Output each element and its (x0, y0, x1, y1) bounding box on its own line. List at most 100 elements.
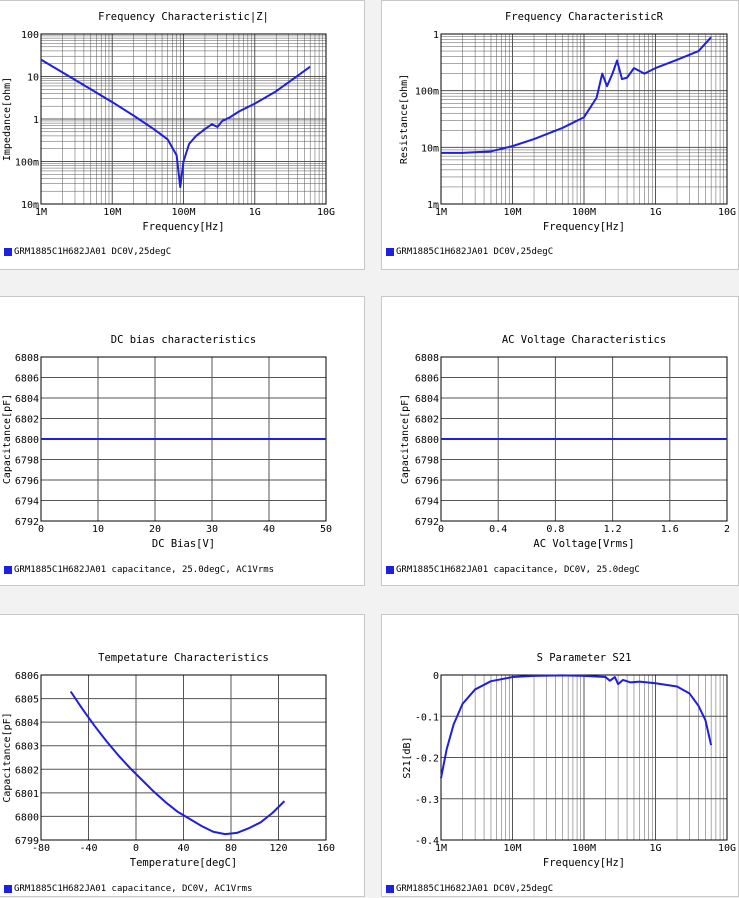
x-tick-label: 40 (177, 843, 189, 854)
y-tick-label: 1m (427, 200, 439, 211)
chart-panel-resistance: 1M 10M 100M 1G 10G 1m 10m 100m 1 Frequency Charac… (381, 0, 739, 270)
y-tick-label: 6801 (15, 789, 39, 800)
series-line-0 (69, 690, 286, 836)
legend-impedance: GRM1885C1H682JA01 DC0V,25degC (4, 247, 171, 257)
chart-title: Frequency Characteristic|Z| (98, 11, 269, 23)
x-tick-label: 100M (572, 207, 596, 218)
x-tick-label: 10 (92, 524, 104, 535)
x-axis-label: DC Bias[V] (152, 538, 215, 550)
y-tick-label: 1 (433, 30, 439, 41)
chart-resistance: 1M 10M 100M 1G 10G 1m 10m 100m 1 Frequency Charac… (399, 11, 736, 233)
x-axis-label: Temperature[degC] (130, 857, 237, 869)
y-tick-label: 1 (33, 115, 39, 126)
chart-panel-temperature: -80 -40 0 40 80 120 160 6799 6800 6801 6802 6803 680… (0, 614, 365, 897)
plot-frame (40, 674, 327, 841)
y-tick-label: 6800 (15, 435, 39, 446)
x-tick-label: 80 (225, 843, 237, 854)
x-tick-label: 10G (718, 843, 736, 854)
x-tick-label: -80 (32, 843, 50, 854)
legend-text: GRM1885C1H682JA01 capacitance, DC0V, 25.… (396, 565, 640, 575)
y-tick-label: 6808 (15, 353, 39, 364)
x-tick-label: 0 (133, 843, 139, 854)
x-tick-label: 30 (206, 524, 218, 535)
x-tick-label: 10M (503, 843, 521, 854)
plot-frame (40, 33, 327, 205)
x-tick-label: 0.4 (489, 524, 507, 535)
x-tick-label: 0.8 (546, 524, 564, 535)
x-tick-label: 10G (317, 207, 335, 218)
x-tick-label: 1G (649, 843, 661, 854)
y-tick-label: 6806 (15, 671, 39, 682)
chart-panel-dc-bias: 0 10 20 30 40 50 6792 6794 6796 6798 6800 6802 6804 6… (0, 296, 365, 586)
x-tick-label: 1M (435, 207, 447, 218)
x-tick-label: 100M (572, 843, 596, 854)
legend-text: GRM1885C1H682JA01 DC0V,25degC (396, 884, 554, 894)
chart-title: Frequency CharacteristicR (505, 11, 664, 23)
y-axis-label: S21[dB] (402, 736, 413, 778)
x-tick-label: 2 (724, 524, 730, 535)
x-tick-label: -40 (79, 843, 97, 854)
chart-panel-ac-voltage: 0 0.4 0.8 1.2 1.6 2 6792 6794 6796 6798 6800 6802 68… (381, 296, 739, 586)
legend-text: GRM1885C1H682JA01 capacitance, 25.0degC,… (14, 565, 275, 575)
series-line-0 (441, 36, 712, 154)
y-tick-label: 6794 (415, 497, 439, 508)
y-tick-label: 6794 (15, 497, 39, 508)
x-tick-label: 1.6 (661, 524, 679, 535)
y-tick-label: 6804 (15, 394, 39, 405)
y-tick-label: 6792 (15, 517, 39, 528)
y-tick-label: 6802 (15, 765, 39, 776)
legend-text: GRM1885C1H682JA01 capacitance, DC0V, AC1… (14, 884, 253, 894)
x-tick-label: 40 (263, 524, 275, 535)
x-tick-label: 0 (438, 524, 444, 535)
legend-dc-bias: GRM1885C1H682JA01 capacitance, 25.0degC,… (4, 565, 274, 575)
y-tick-label: 6800 (415, 435, 439, 446)
y-tick-label: 6804 (415, 394, 439, 405)
y-tick-label: 6804 (15, 718, 39, 729)
chart-title: S Parameter S21 (537, 652, 632, 664)
x-tick-label: 160 (317, 843, 335, 854)
y-axis-label: Capacitance[pF] (2, 712, 13, 802)
y-axis-label: Capacitance[pF] (400, 394, 411, 484)
y-tick-label: -0.4 (415, 836, 439, 847)
y-tick-label: 6802 (415, 415, 439, 426)
y-tick-label: -0.2 (415, 754, 439, 765)
legend-swatch (386, 248, 394, 256)
x-tick-label: 10M (103, 207, 121, 218)
chart-title: Tempetature Characteristics (98, 652, 269, 664)
chart-ac-voltage: 0 0.4 0.8 1.2 1.6 2 6792 6794 6796 6798 6800 6802 68… (400, 334, 730, 550)
x-axis-label: Frequency[Hz] (142, 221, 224, 233)
chart-panel-impedance: 1M 10M 100M 1G 10G 10m 100m 1 10 100 Frequency Cha… (0, 0, 365, 270)
y-tick-label: 6805 (15, 695, 39, 706)
chart-s21: 1M 10M 100M 1G 10G -0.4 -0.3 -0.2 -0.1 0 S Paramet… (402, 652, 736, 869)
legend-text: GRM1885C1H682JA01 DC0V,25degC (396, 247, 554, 257)
x-tick-label: 10G (718, 207, 736, 218)
legend-swatch (4, 248, 12, 256)
series-line-0 (40, 58, 311, 189)
y-axis-label: Impedance[ohm] (2, 77, 13, 161)
y-tick-label: 6806 (15, 374, 39, 385)
legend-s21: GRM1885C1H682JA01 DC0V,25degC (386, 884, 553, 894)
y-tick-label: 6803 (15, 742, 39, 753)
legend-ac-voltage: GRM1885C1H682JA01 capacitance, DC0V, 25.… (386, 565, 640, 575)
legend-text: GRM1885C1H682JA01 DC0V,25degC (14, 247, 172, 257)
x-tick-label: 120 (269, 843, 287, 854)
chart-title: AC Voltage Characteristics (502, 334, 666, 346)
y-tick-label: 6792 (415, 517, 439, 528)
x-tick-label: 1G (649, 207, 661, 218)
y-tick-label: 6800 (15, 812, 39, 823)
y-tick-label: 6796 (15, 476, 39, 487)
y-tick-label: 100m (15, 158, 39, 169)
y-tick-label: 100 (21, 30, 39, 41)
plot-frame (440, 33, 728, 205)
x-tick-label: 1M (35, 207, 47, 218)
y-tick-label: 10 (27, 73, 39, 84)
series-line-0 (440, 674, 713, 779)
legend-resistance: GRM1885C1H682JA01 DC0V,25degC (386, 247, 553, 257)
x-tick-label: 1G (249, 207, 261, 218)
y-tick-label: 0 (433, 671, 439, 682)
y-tick-label: 100m (415, 87, 439, 98)
chart-panel-s21: 1M 10M 100M 1G 10G -0.4 -0.3 -0.2 -0.1 0 S Paramet… (381, 614, 739, 897)
y-tick-label: 6802 (15, 415, 39, 426)
y-tick-label: 10m (421, 143, 439, 154)
x-tick-label: 100M (171, 207, 195, 218)
